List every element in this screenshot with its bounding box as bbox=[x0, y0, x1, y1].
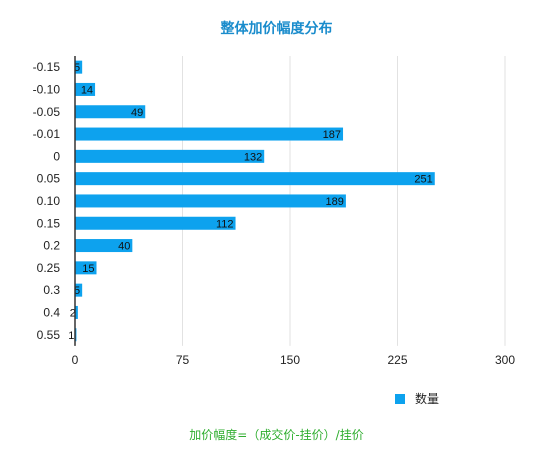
data-label: 5 bbox=[74, 62, 80, 74]
y-tick-label: 0.3 bbox=[43, 283, 60, 297]
y-tick-label: 0.2 bbox=[43, 239, 60, 253]
data-label: 112 bbox=[216, 218, 234, 230]
bar bbox=[75, 216, 236, 230]
x-tick-label: 300 bbox=[495, 353, 515, 367]
y-tick-label: 0.55 bbox=[37, 328, 61, 342]
y-tick-label: -0.10 bbox=[33, 82, 61, 96]
data-label: 251 bbox=[414, 174, 432, 186]
y-tick-label: 0.25 bbox=[37, 261, 61, 275]
data-label: 15 bbox=[82, 263, 94, 275]
x-tick-label: 225 bbox=[387, 353, 407, 367]
data-label: 189 bbox=[326, 196, 344, 208]
y-tick-label: 0 bbox=[53, 149, 60, 163]
bar bbox=[75, 105, 146, 119]
chart-title: 整体加价幅度分布 bbox=[220, 21, 333, 37]
data-label: 1 bbox=[68, 330, 74, 342]
y-tick-label: 0.10 bbox=[37, 194, 61, 208]
y-tick-label: 0.05 bbox=[37, 172, 61, 186]
y-tick-label: -0.01 bbox=[33, 127, 61, 141]
data-label: 187 bbox=[323, 129, 341, 141]
legend: 数量 bbox=[395, 390, 439, 407]
bar bbox=[75, 60, 83, 74]
bar bbox=[75, 127, 344, 141]
y-tick-label: -0.15 bbox=[33, 60, 61, 74]
bar bbox=[75, 305, 78, 319]
data-label: 5 bbox=[74, 285, 80, 297]
y-tick-label: 0.4 bbox=[43, 305, 60, 319]
x-tick-label: 0 bbox=[72, 353, 79, 367]
legend-label: 数量 bbox=[415, 392, 440, 406]
formula-annotation: 加价幅度=（成交价-挂价）/挂价 bbox=[189, 428, 364, 442]
data-label: 40 bbox=[118, 241, 130, 253]
x-tick-label: 150 bbox=[280, 353, 300, 367]
bar bbox=[75, 239, 133, 253]
legend-swatch bbox=[395, 393, 405, 404]
bar bbox=[75, 261, 97, 275]
bar bbox=[75, 149, 265, 163]
data-label: 14 bbox=[81, 84, 93, 96]
data-label: 132 bbox=[244, 151, 262, 163]
x-tick-label: 75 bbox=[176, 353, 190, 367]
y-tick-label: 0.15 bbox=[37, 216, 61, 230]
bar bbox=[75, 283, 83, 297]
bar bbox=[75, 172, 435, 186]
bar bbox=[75, 194, 346, 208]
y-tick-label: -0.05 bbox=[33, 105, 61, 119]
data-label: 2 bbox=[70, 307, 76, 319]
bar bbox=[75, 82, 96, 96]
data-label: 49 bbox=[131, 107, 143, 119]
